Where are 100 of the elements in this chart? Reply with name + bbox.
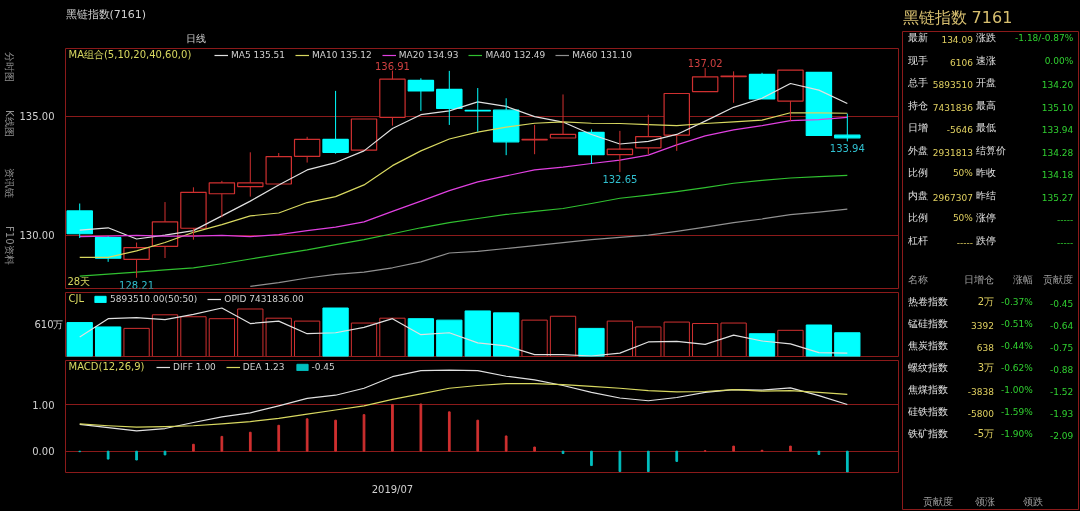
text: -0.64 xyxy=(1049,320,1074,331)
text: -1.59% xyxy=(1000,406,1034,417)
bar xyxy=(407,318,435,357)
text: 硅铁指数 xyxy=(906,405,948,417)
text: 热卷指数 xyxy=(907,295,948,307)
bar xyxy=(748,333,776,357)
text: 昨结 xyxy=(976,189,997,201)
text: -1.18/-0.87% xyxy=(1015,33,1074,44)
legend-label: DIFF 1.00 xyxy=(173,362,216,372)
text: 638 xyxy=(976,342,995,353)
chart-subtitle: 日线 xyxy=(185,32,206,44)
line-series xyxy=(79,174,848,277)
text: 焦煤指数 xyxy=(907,383,948,395)
chart-title: 黑链指数(7161) xyxy=(65,7,147,21)
text: 锰硅指数 xyxy=(906,317,948,329)
text: 螺纹指数 xyxy=(907,361,948,373)
candlestick xyxy=(322,90,349,153)
text: -5万 xyxy=(974,427,995,439)
text: 134.28 xyxy=(1041,147,1074,158)
text: K线图 xyxy=(3,110,15,137)
text: 昨收 xyxy=(976,167,997,179)
legend-label: -0.45 xyxy=(311,362,335,372)
bar xyxy=(151,314,179,357)
legend-label: MA60 131.10 xyxy=(572,50,632,60)
bar xyxy=(692,323,719,357)
text: 最低 xyxy=(976,122,997,134)
annotation: 132.65 xyxy=(602,174,638,186)
candlestick xyxy=(407,77,435,112)
text: 5893510 xyxy=(932,80,974,91)
text: 3万 xyxy=(977,361,995,373)
text: 133.94 xyxy=(1041,125,1074,136)
legend-title: CJL xyxy=(68,292,85,304)
text: -0.44% xyxy=(1000,340,1034,351)
text: -1.90% xyxy=(1000,428,1034,439)
text: -0.45 xyxy=(1049,298,1074,309)
y-tick-label: 1.00 xyxy=(32,399,55,411)
text: 最高 xyxy=(976,99,997,111)
text: 外盘 xyxy=(907,144,928,156)
y-tick-label: 130.00 xyxy=(19,230,55,242)
text: -0.37% xyxy=(1000,296,1034,307)
text: 135.10 xyxy=(1041,102,1074,113)
text: 贡献度 xyxy=(1043,273,1074,285)
bar xyxy=(805,324,833,357)
bar xyxy=(322,307,349,357)
text: 610万 xyxy=(34,319,64,330)
text: 速涨 xyxy=(976,54,997,66)
candlestick xyxy=(464,87,491,133)
text: -2.09 xyxy=(1049,430,1074,441)
text: -0.75 xyxy=(1049,342,1074,353)
candlestick xyxy=(180,186,207,241)
text: 50% xyxy=(952,213,974,224)
bar xyxy=(180,316,207,357)
bar xyxy=(123,327,150,357)
y-tick-label: 0.00 xyxy=(32,446,55,458)
text: 现手 xyxy=(907,54,928,66)
annotation: 137.02 xyxy=(687,58,723,70)
text: 134.20 xyxy=(1041,80,1074,91)
text: 领跌 xyxy=(1022,496,1043,508)
text: 134.09 xyxy=(941,35,974,46)
text: 2931813 xyxy=(932,147,973,158)
text: -3838 xyxy=(967,386,995,397)
text: 铁矿指数 xyxy=(906,427,948,439)
text: 名称 xyxy=(907,273,928,285)
bar xyxy=(66,322,93,357)
text: 涨跌 xyxy=(976,32,997,44)
candlestick xyxy=(66,203,93,239)
text: 比例 xyxy=(907,167,928,179)
legend-label: MA5 135.51 xyxy=(231,50,285,60)
text: 7431836 xyxy=(932,102,974,113)
text: 134.18 xyxy=(1041,170,1074,181)
bar xyxy=(379,317,406,357)
line-series xyxy=(249,208,848,287)
text: 2万 xyxy=(977,295,995,307)
text: -1.93 xyxy=(1049,408,1074,419)
text: 0.00% xyxy=(1044,55,1074,66)
legend-label: MA40 132.49 xyxy=(485,50,546,60)
text: -0.62% xyxy=(1000,362,1034,373)
legend-label: MA20 134.93 xyxy=(398,50,459,60)
text: 2967307 xyxy=(932,192,973,203)
text: 总手 xyxy=(906,77,928,89)
text: -0.51% xyxy=(1000,318,1034,329)
legend-title: MA组合(5,10,20,40,60,0) xyxy=(68,48,192,60)
text: 内盘 xyxy=(907,189,928,201)
text: F10资料 xyxy=(3,226,15,265)
line-series xyxy=(79,383,848,428)
text: ----- xyxy=(1056,215,1074,226)
legend-title: MACD(12,26,9) xyxy=(68,360,145,372)
x-tick-label: 2019/07 xyxy=(371,483,414,495)
bar xyxy=(208,318,236,357)
text: 涨幅 xyxy=(1012,273,1033,285)
text: 贡献度 xyxy=(922,496,953,508)
text: 日增仓 xyxy=(964,273,995,285)
bar xyxy=(549,315,577,357)
bar xyxy=(777,329,804,357)
text: 分时图 xyxy=(3,52,15,83)
text: 领涨 xyxy=(975,496,996,508)
candlestick xyxy=(578,128,605,165)
text: 黑链指数 7161 xyxy=(902,7,1013,27)
text: 杠杆 xyxy=(906,234,928,246)
bar xyxy=(720,322,747,357)
